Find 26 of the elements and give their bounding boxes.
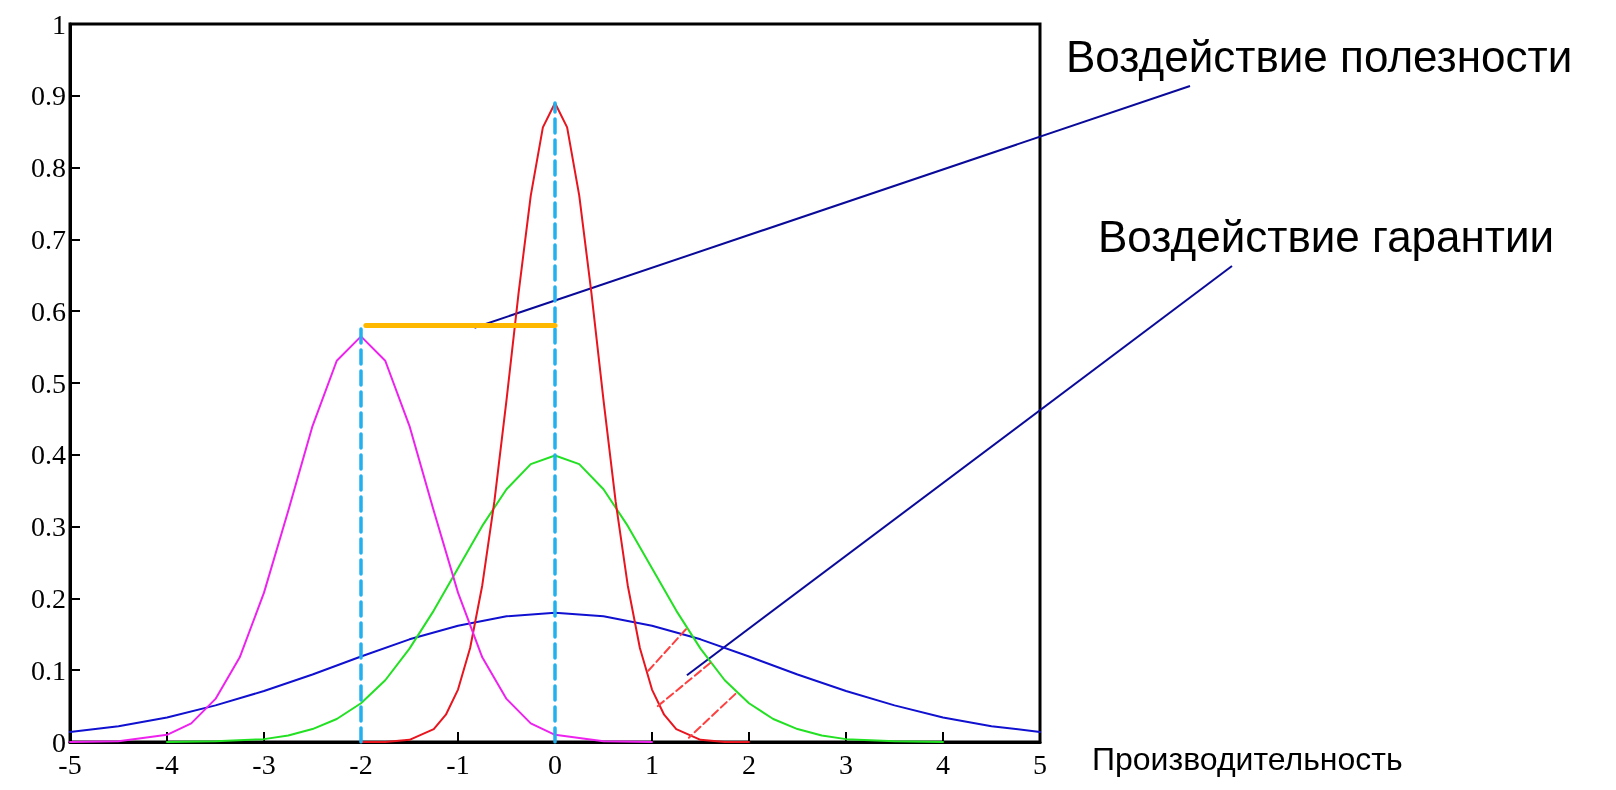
x-tick-label: -1 — [446, 748, 470, 780]
x-tick-label: 2 — [742, 748, 756, 780]
annotation: Воздействие гарантии — [1098, 211, 1555, 261]
x-tick-label: 5 — [1033, 748, 1047, 780]
x-tick-label: -2 — [349, 748, 373, 780]
x-axis-title: Производительность — [1092, 741, 1403, 777]
line-series — [69, 611, 1041, 733]
y-tick-label: 0.7 — [31, 223, 66, 255]
x-tick-label: 1 — [645, 748, 659, 780]
x-tick-label: -3 — [252, 748, 276, 780]
y-tick-label: 0.1 — [31, 654, 66, 686]
x-tick-label: 4 — [936, 748, 950, 780]
y-tick-label: 0.3 — [31, 511, 66, 543]
x-tick-label: 3 — [839, 748, 853, 780]
y-tick-label: 0.9 — [31, 80, 66, 112]
y-tick-label: 0.6 — [31, 295, 66, 327]
y-tick-label: 1 — [52, 8, 66, 40]
y-tick-label: 0.2 — [31, 582, 66, 614]
y-tick-label: 0.4 — [31, 439, 66, 471]
line-series — [69, 335, 653, 743]
y-tick-label: 0.5 — [31, 367, 66, 399]
annotation: Воздействие полезности — [1066, 31, 1573, 81]
x-tick-label: -4 — [155, 748, 179, 780]
x-tick-label: 0 — [548, 748, 562, 780]
line-series — [166, 454, 944, 743]
y-tick-label: 0.8 — [31, 152, 66, 184]
